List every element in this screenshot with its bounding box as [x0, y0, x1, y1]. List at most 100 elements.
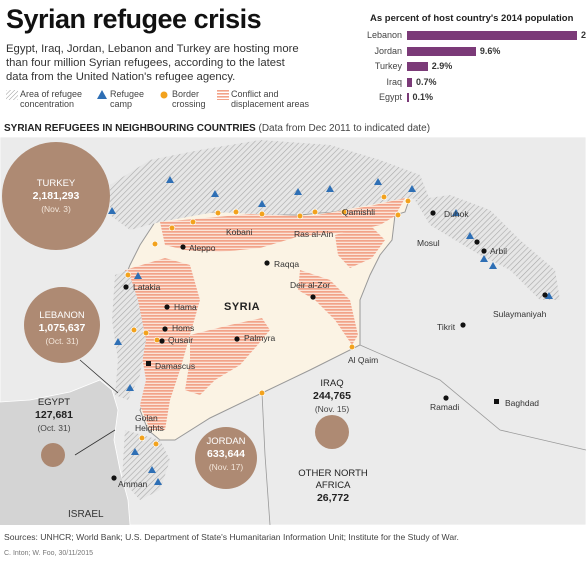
- israel-label: ISRAEL: [68, 509, 104, 520]
- city-dots: [111, 210, 548, 481]
- turkey-bubble: [2, 142, 110, 250]
- conflict-area-euphrates: [298, 270, 358, 345]
- iraq-border: [359, 344, 586, 451]
- city-kobani: Kobani: [226, 227, 253, 237]
- jordan-name: JORDAN: [206, 436, 246, 447]
- city-ramadi: Ramadi: [430, 402, 460, 412]
- city-sulaymaniyah: Sulaymaniyah: [493, 309, 547, 319]
- bar-chart-title: As percent of host country's 2014 popula…: [370, 13, 574, 24]
- city-arbil: Arbil: [490, 246, 508, 256]
- turkey-bubble-label: TURKEY 2,181,293 (Nov. 3): [6, 177, 106, 216]
- syria-label: SYRIA: [224, 301, 261, 313]
- other-north-africa-label: OTHER NORTH AFRICA 26,772: [290, 468, 376, 505]
- refugee-area-turkey: [110, 140, 430, 230]
- bar-fill: [407, 31, 577, 40]
- bar-row: Iraq 0.7%: [352, 77, 582, 88]
- map-heading-note: (Data from Dec 2011 to indicated date): [258, 123, 431, 134]
- refugee-area-lebanon: [112, 270, 146, 400]
- city-mosul: Mosul: [417, 238, 440, 248]
- bar-fill: [407, 93, 409, 102]
- iraq-name: IRAQ: [320, 378, 344, 389]
- city-qamishli: Qamishli: [342, 207, 376, 217]
- map: Aleppo Kobani Qamishli Ras al-Ain Raqqa …: [0, 137, 586, 525]
- sources-note: Sources: UNHCR; World Bank; U.S. Departm…: [4, 532, 459, 542]
- refugee-camps: [108, 176, 553, 485]
- city-ras-al-ain: Ras al-Ain: [294, 229, 334, 239]
- conflict-area-palmyra: [185, 318, 270, 395]
- map-canvas: [0, 137, 586, 525]
- lebanon-date: (Oct. 31): [45, 336, 79, 346]
- bubbles: [2, 142, 349, 489]
- city-al-qaim: Al Qaim: [348, 355, 379, 365]
- page-subtitle: Egypt, Iraq, Jordan, Lebanon and Turkey …: [6, 43, 299, 83]
- page-title: Syrian refugee crisis: [6, 4, 262, 34]
- bar-value-label: 23.7%: [581, 30, 586, 40]
- legend-refugee-area: Area of refugee concentration: [20, 89, 83, 109]
- map-heading: SYRIAN REFUGEES IN NEIGHBOURING COUNTRIE…: [4, 123, 430, 134]
- iraq-date: (Nov. 15): [314, 404, 350, 414]
- turkey-name: TURKEY: [36, 178, 76, 189]
- other-north-africa-name: OTHER NORTH AFRICA: [298, 468, 368, 491]
- egypt-name: EGYPT: [37, 397, 71, 408]
- bar-fill: [407, 62, 428, 71]
- egypt-leader-line: [74, 429, 116, 456]
- bar-country-label: Egypt: [378, 92, 402, 102]
- iraq-bubble-label: IRAQ 244,765 (Nov. 15): [295, 377, 369, 416]
- egypt-value: 127,681: [35, 409, 73, 421]
- city-damascus: Damascus: [155, 361, 196, 371]
- city-baghdad: Baghdad: [505, 398, 540, 408]
- bar-row: Egypt 0.1%: [352, 92, 582, 103]
- egypt-bubble: [41, 443, 65, 467]
- egypt-bubble-label: EGYPT 127,681 (Oct. 31): [14, 396, 94, 435]
- bar-fill: [407, 46, 476, 56]
- bar-country-label: Jordan: [374, 45, 402, 56]
- bar-value-label: 9.6%: [479, 45, 501, 56]
- city-qusair: Qusair: [168, 335, 194, 345]
- city-amman: Amman: [118, 479, 148, 489]
- legend-refugee-camp: Refugee camp: [110, 89, 145, 109]
- map-heading-title: SYRIAN REFUGEES IN NEIGHBOURING COUNTRIE…: [4, 123, 256, 134]
- city-aleppo: Aleppo: [189, 243, 216, 253]
- bar-fill: [407, 77, 413, 87]
- bar-value-label: 2.9%: [431, 61, 453, 71]
- jordan-date: (Nov. 17): [208, 462, 244, 472]
- city-homs: Homs: [172, 323, 195, 333]
- bar-country-label: Iraq: [386, 76, 402, 87]
- lebanon-bubble-label: LEBANON 1,075,637 (Oct. 31): [22, 309, 102, 348]
- lebanon-leader-line: [79, 359, 119, 394]
- bar-row: Jordan 9.6%: [352, 46, 582, 57]
- egypt-date: (Oct. 31): [37, 423, 71, 433]
- border-crossings: [124, 193, 412, 448]
- bar-value-label: 0.7%: [416, 76, 437, 87]
- city-golan-heights: Golan Heights: [135, 413, 164, 433]
- conflict-area-west: [125, 258, 200, 430]
- bar-country-label: Turkey: [374, 61, 402, 71]
- conflict-area-swatch: [217, 90, 229, 100]
- credit-note: C. Inton; W. Foo, 30/11/2015: [4, 550, 93, 557]
- lebanon-name: LEBANON: [39, 310, 85, 321]
- jordan-border: [261, 392, 271, 525]
- camp-legend-icon: [97, 90, 107, 99]
- city-palmyra: Palmyra: [244, 333, 276, 343]
- jordan-bubble: [195, 427, 257, 489]
- city-duhok: Duhok: [444, 209, 469, 219]
- conflict-area-east: [335, 225, 385, 268]
- turkey-value: 2,181,293: [32, 190, 80, 202]
- city-deir-al-zor: Deir al-Zor: [290, 280, 331, 290]
- city-tikrit: Tikrit: [437, 322, 456, 332]
- iraq-bubble: [315, 415, 349, 449]
- turkey-date: (Nov. 3): [41, 204, 71, 214]
- lebanon-bubble: [24, 287, 100, 363]
- legend-border-crossing: Border crossing: [172, 89, 206, 109]
- lebanon-value: 1,075,637: [38, 322, 86, 334]
- baghdad-marker: [494, 399, 499, 404]
- refugee-area-iraq: [415, 195, 560, 300]
- bar-row: Lebanon 23.7%: [352, 30, 586, 41]
- bar-row: Turkey 2.9%: [352, 61, 582, 72]
- bar-value-label: 0.1%: [412, 92, 434, 102]
- refugee-area-swatch: [6, 90, 18, 100]
- crossing-legend-icon: [160, 91, 168, 99]
- jordan-value: 633,644: [207, 448, 245, 460]
- other-north-africa-value: 26,772: [316, 492, 350, 504]
- city-latakia: Latakia: [133, 282, 161, 292]
